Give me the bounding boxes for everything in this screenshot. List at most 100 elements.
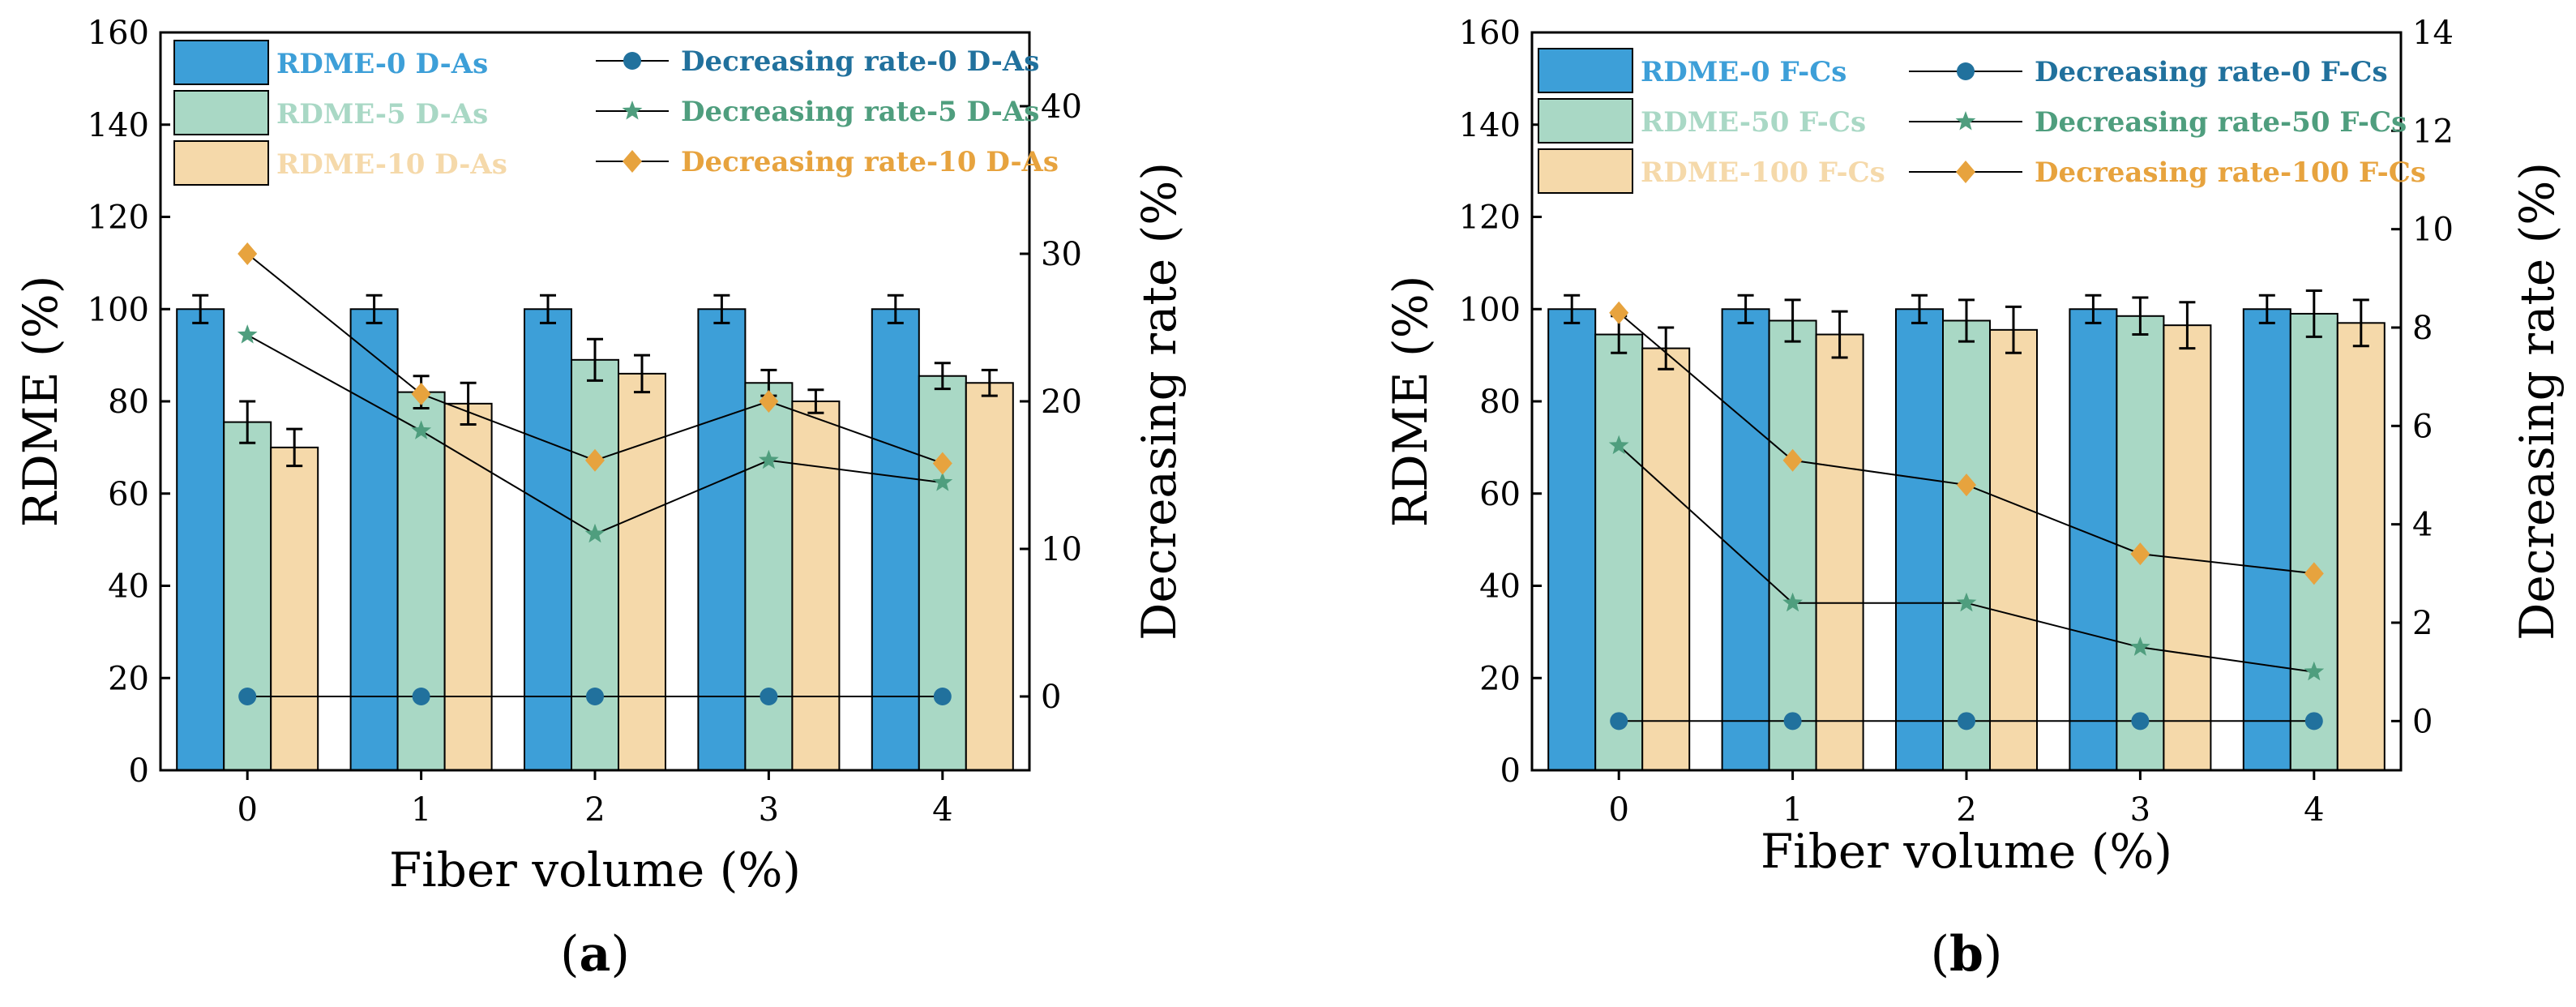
point-2-2 xyxy=(1957,474,1976,497)
point-1-2 xyxy=(1956,592,1977,612)
bar-2-0 xyxy=(270,446,319,771)
y2-tick-label-5: 10 xyxy=(2412,212,2454,249)
panel-a: 0 20 40 60 80 100 120 140 160 0 10 20 30 40 0 1 2 3 4 RDME … xyxy=(13,15,1187,983)
y-tick-label-0: 0 xyxy=(129,752,149,790)
panel-label: (b) xyxy=(1931,926,2003,983)
legend-line-label-0: Decreasing rate-0 F-Cs xyxy=(2035,56,2388,88)
y-tick-label-7: 140 xyxy=(1459,107,1521,144)
y2-tick-label-0: 0 xyxy=(2412,703,2433,740)
point-1-4 xyxy=(932,472,953,491)
point-1-2 xyxy=(584,523,605,543)
bar-0-2 xyxy=(524,308,572,771)
bar-0-3 xyxy=(697,308,747,771)
legend-swatch-1 xyxy=(173,90,269,135)
bar-2-1 xyxy=(1815,333,1864,771)
y-axis-title: RDME (%) xyxy=(1383,276,1438,528)
y2-tick-label-3: 6 xyxy=(2412,408,2433,445)
bar-2-1 xyxy=(443,402,493,771)
legend-line-label-2: Decreasing rate-100 F-Cs xyxy=(2035,156,2426,189)
legend-swatch-0 xyxy=(173,40,269,85)
legend-line-label-2: Decreasing rate-10 D-As xyxy=(681,146,1059,178)
panel-letter: b xyxy=(1949,926,1983,983)
point-2-3 xyxy=(759,390,779,413)
y-tick-label-0: 0 xyxy=(1500,752,1521,790)
point-0-0 xyxy=(238,688,257,705)
x-axis-title: Fiber volume (%) xyxy=(1761,824,2172,879)
bar-1-4 xyxy=(2289,312,2339,771)
point-1-0 xyxy=(1608,435,1629,455)
bar-1-3 xyxy=(744,382,794,771)
x-tick-label-2: 2 xyxy=(1956,791,1976,829)
y-tick-label-6: 120 xyxy=(1459,199,1521,237)
bar-1-1 xyxy=(396,391,446,771)
bar-1-0 xyxy=(1594,333,1644,771)
panel-label: (a) xyxy=(560,926,630,983)
y-tick-label-5: 100 xyxy=(88,291,149,328)
point-1-3 xyxy=(759,449,779,469)
bar-2-2 xyxy=(1989,328,2038,771)
y-tick-label-8: 160 xyxy=(88,15,149,52)
bar-0-0 xyxy=(1547,308,1597,771)
legend-label-2: RDME-10 D-As xyxy=(276,148,507,181)
bar-0-3 xyxy=(2069,308,2118,771)
point-0-4 xyxy=(933,688,952,705)
y-tick-label-4: 80 xyxy=(108,384,149,421)
legend-swatch-2 xyxy=(1538,148,1633,194)
y-tick-label-3: 60 xyxy=(1479,476,1521,513)
y-tick-label-5: 100 xyxy=(1459,291,1521,328)
bar-0-0 xyxy=(176,308,225,771)
point-2-0 xyxy=(237,242,258,265)
point-1-1 xyxy=(411,420,431,439)
y2-tick-label-6: 12 xyxy=(2412,113,2454,150)
bar-0-4 xyxy=(871,308,920,771)
point-0-3 xyxy=(2131,712,2150,731)
y2-tick-label-4: 40 xyxy=(1041,88,1082,126)
legend-label-1: RDME-5 D-As xyxy=(276,98,488,131)
x-tick-label-4: 4 xyxy=(2304,791,2324,829)
y-tick-label-1: 20 xyxy=(108,660,149,697)
y2-tick-label-4: 8 xyxy=(2412,310,2433,347)
bar-2-2 xyxy=(618,372,666,771)
bar-2-3 xyxy=(2163,324,2212,771)
bar-0-4 xyxy=(2242,308,2291,771)
bar-0-2 xyxy=(1895,308,1944,771)
x-tick-label-0: 0 xyxy=(1608,791,1628,829)
point-1-0 xyxy=(237,324,258,344)
point-2-4 xyxy=(2304,562,2324,585)
legend-label-1: RDME-50 F-Cs xyxy=(1641,106,1866,139)
point-1-1 xyxy=(1782,592,1803,612)
y-tick-label-2: 40 xyxy=(1479,568,1521,606)
legend-swatch-0 xyxy=(1538,48,1633,93)
y2-tick-label-7: 14 xyxy=(2412,15,2454,52)
point-2-1 xyxy=(411,382,431,405)
legend-label-0: RDME-0 D-As xyxy=(276,48,488,80)
x-tick-label-3: 3 xyxy=(2130,791,2150,829)
bar-1-2 xyxy=(571,358,619,771)
bar-1-1 xyxy=(1768,319,1817,771)
y2-tick-label-2: 20 xyxy=(1041,384,1082,421)
y2-tick-label-3: 30 xyxy=(1041,236,1082,273)
point-2-2 xyxy=(585,448,605,472)
point-1-3 xyxy=(2130,636,2150,656)
bar-0-1 xyxy=(349,308,399,771)
point-2-0 xyxy=(1609,301,1629,324)
legend-label-0: RDME-0 F-Cs xyxy=(1641,56,1846,88)
bar-0-1 xyxy=(1721,308,1770,771)
point-0-3 xyxy=(760,688,778,705)
x-axis-title: Fiber volume (%) xyxy=(389,842,801,898)
point-0-0 xyxy=(1610,712,1628,731)
bar-2-3 xyxy=(791,401,841,771)
y-tick-label-1: 20 xyxy=(1479,660,1521,697)
y-axis-title: RDME (%) xyxy=(13,276,68,528)
legend-swatch-2 xyxy=(173,140,269,186)
x-tick-label-3: 3 xyxy=(759,791,779,829)
x-tick-label-1: 1 xyxy=(1782,791,1803,829)
y-tick-label-3: 60 xyxy=(108,476,149,513)
point-0-4 xyxy=(2304,712,2323,731)
y-tick-label-2: 40 xyxy=(108,568,149,606)
y-tick-label-4: 80 xyxy=(1479,384,1521,421)
x-tick-label-0: 0 xyxy=(237,791,257,829)
legend-marker-2 xyxy=(1956,161,1975,183)
